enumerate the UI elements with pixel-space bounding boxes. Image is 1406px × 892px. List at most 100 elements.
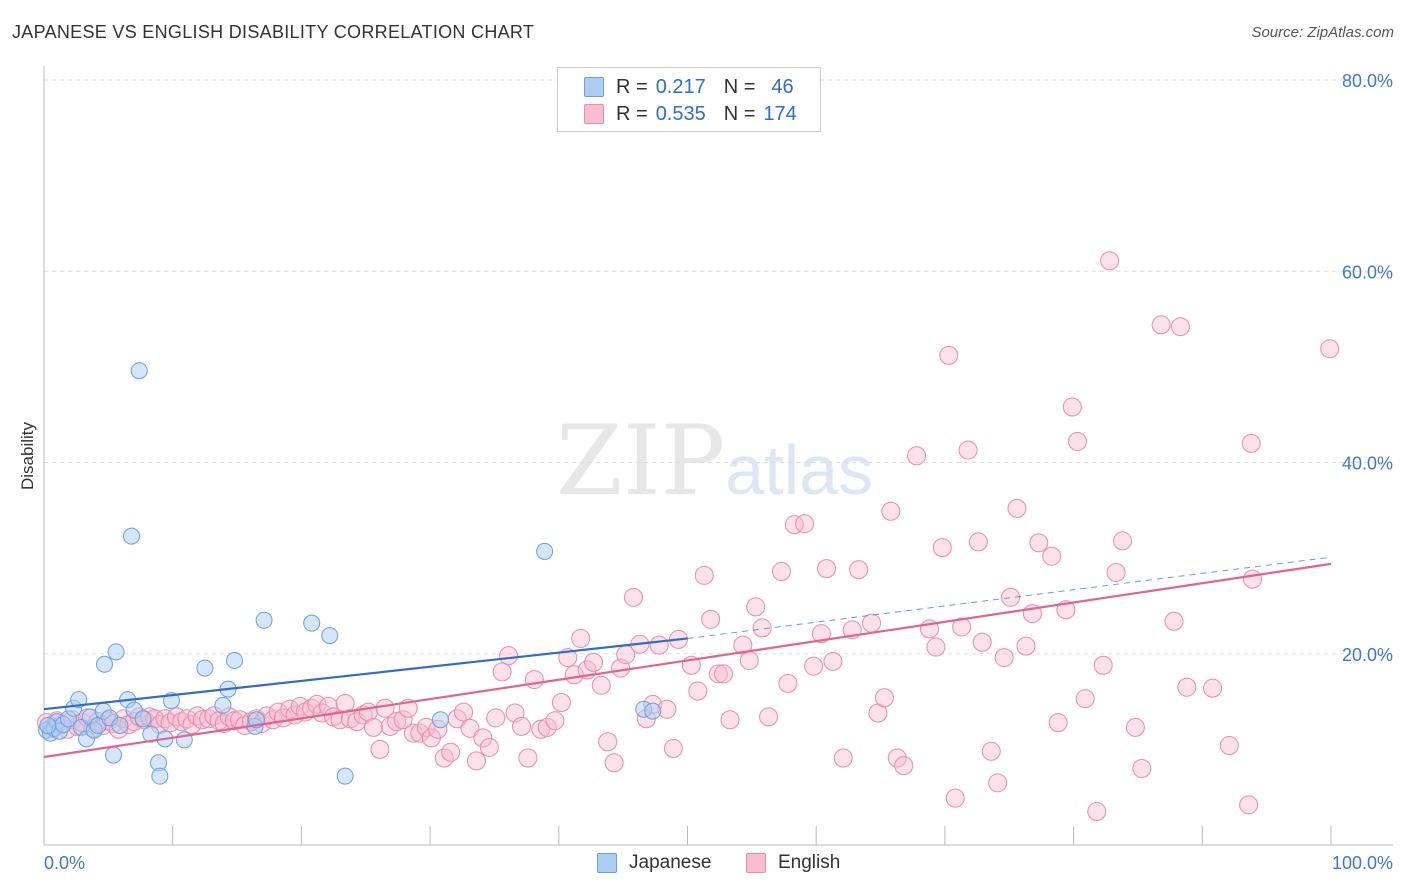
english-point (155, 709, 175, 729)
english-point (511, 716, 531, 736)
bottom-legend-japanese: Japanese (597, 852, 711, 874)
english-point (1219, 736, 1239, 756)
english-point (1320, 339, 1340, 359)
japanese-swatch (584, 77, 604, 97)
japanese-point (39, 716, 57, 734)
english-point (604, 753, 624, 773)
x-tick-label: 0.0% (44, 853, 85, 873)
english-point (701, 609, 721, 629)
english-point (403, 723, 423, 743)
english-point (1239, 795, 1259, 815)
english-trend-line (43, 562, 1332, 759)
english-point (746, 597, 766, 617)
japanese-trend-extension (687, 556, 1332, 639)
legend-r-label: R = (616, 75, 648, 98)
english-point (531, 719, 551, 739)
english-point (1042, 546, 1062, 566)
source-label: Source: ZipAtlas.com (1251, 24, 1394, 41)
english-point (591, 675, 611, 695)
english-point (363, 717, 383, 737)
english-point (1125, 717, 1145, 737)
english-point (1029, 533, 1049, 553)
english-point (1164, 611, 1184, 631)
english-point (739, 650, 759, 670)
english-point (1151, 315, 1171, 335)
english-point (804, 656, 824, 676)
english-point (224, 711, 244, 731)
english-point (187, 706, 207, 726)
japanese-point (303, 614, 321, 632)
english-point (720, 710, 740, 730)
legend-n-label: N = (723, 102, 756, 125)
english-swatch (746, 853, 766, 873)
legend-r-value: 0.535 (655, 102, 706, 125)
english-point (460, 718, 480, 738)
legend-n-value: 46 (771, 75, 794, 98)
english-point (499, 646, 519, 666)
japanese-point (95, 655, 113, 673)
legend-r-value: 0.217 (655, 75, 706, 98)
english-point (887, 748, 907, 768)
y-tick-label: 60.0% (1342, 262, 1393, 282)
japanese-point (321, 627, 339, 645)
english-point (584, 652, 604, 672)
watermark: ZIPatlas (556, 405, 873, 517)
english-point (894, 756, 914, 776)
english-point (663, 738, 683, 758)
english-point (1007, 498, 1027, 518)
watermark-zip: ZIP (556, 405, 726, 517)
english-point (874, 688, 894, 708)
english-point (795, 514, 815, 534)
bottom-legend-label: Japanese (629, 852, 712, 873)
english-point (1106, 562, 1126, 582)
y-tick-label: 40.0% (1342, 454, 1393, 474)
english-point (1241, 433, 1261, 453)
japanese-point (431, 711, 449, 729)
english-point (486, 708, 506, 728)
english-point (564, 665, 584, 685)
japanese-point (644, 702, 662, 720)
japanese-point (134, 710, 152, 728)
english-point (771, 562, 791, 582)
x-tick-label: 100.0% (1332, 853, 1393, 873)
english-point (416, 717, 436, 737)
english-point (708, 664, 728, 684)
english-point (816, 559, 836, 579)
english-point (1062, 397, 1082, 417)
english-point (811, 624, 831, 644)
english-point (1170, 317, 1190, 337)
english-point (1242, 569, 1262, 589)
english-point (1001, 587, 1021, 607)
english-point (1177, 677, 1197, 697)
english-point (881, 501, 901, 521)
english-point (571, 628, 591, 648)
english-point (907, 446, 927, 466)
english-point (952, 617, 972, 637)
english-point (473, 728, 493, 748)
english-point (551, 693, 571, 713)
english-point (623, 587, 643, 607)
bottom-legend-english: English (746, 852, 840, 874)
english-point (479, 737, 499, 757)
english-point (778, 673, 798, 693)
stats-legend: R = 0.217 N = 46 R = 0.535 N = 174 (557, 67, 821, 132)
english-point (649, 635, 669, 655)
japanese-point (123, 527, 141, 545)
english-point (1113, 531, 1133, 551)
english-point (537, 717, 557, 737)
english-point (290, 696, 310, 716)
japanese-point (104, 746, 122, 764)
legend-n-label: N = (723, 75, 756, 98)
english-point (752, 618, 772, 638)
english-point (968, 532, 988, 552)
english-point (958, 440, 978, 460)
english-point (823, 651, 843, 671)
english-point (1075, 689, 1095, 709)
legend-n-value: 174 (763, 102, 797, 125)
japanese-point (196, 659, 214, 677)
english-point (518, 748, 538, 768)
english-point (1093, 655, 1113, 675)
english-point (945, 788, 965, 808)
legend-r-label: R = (616, 102, 648, 125)
